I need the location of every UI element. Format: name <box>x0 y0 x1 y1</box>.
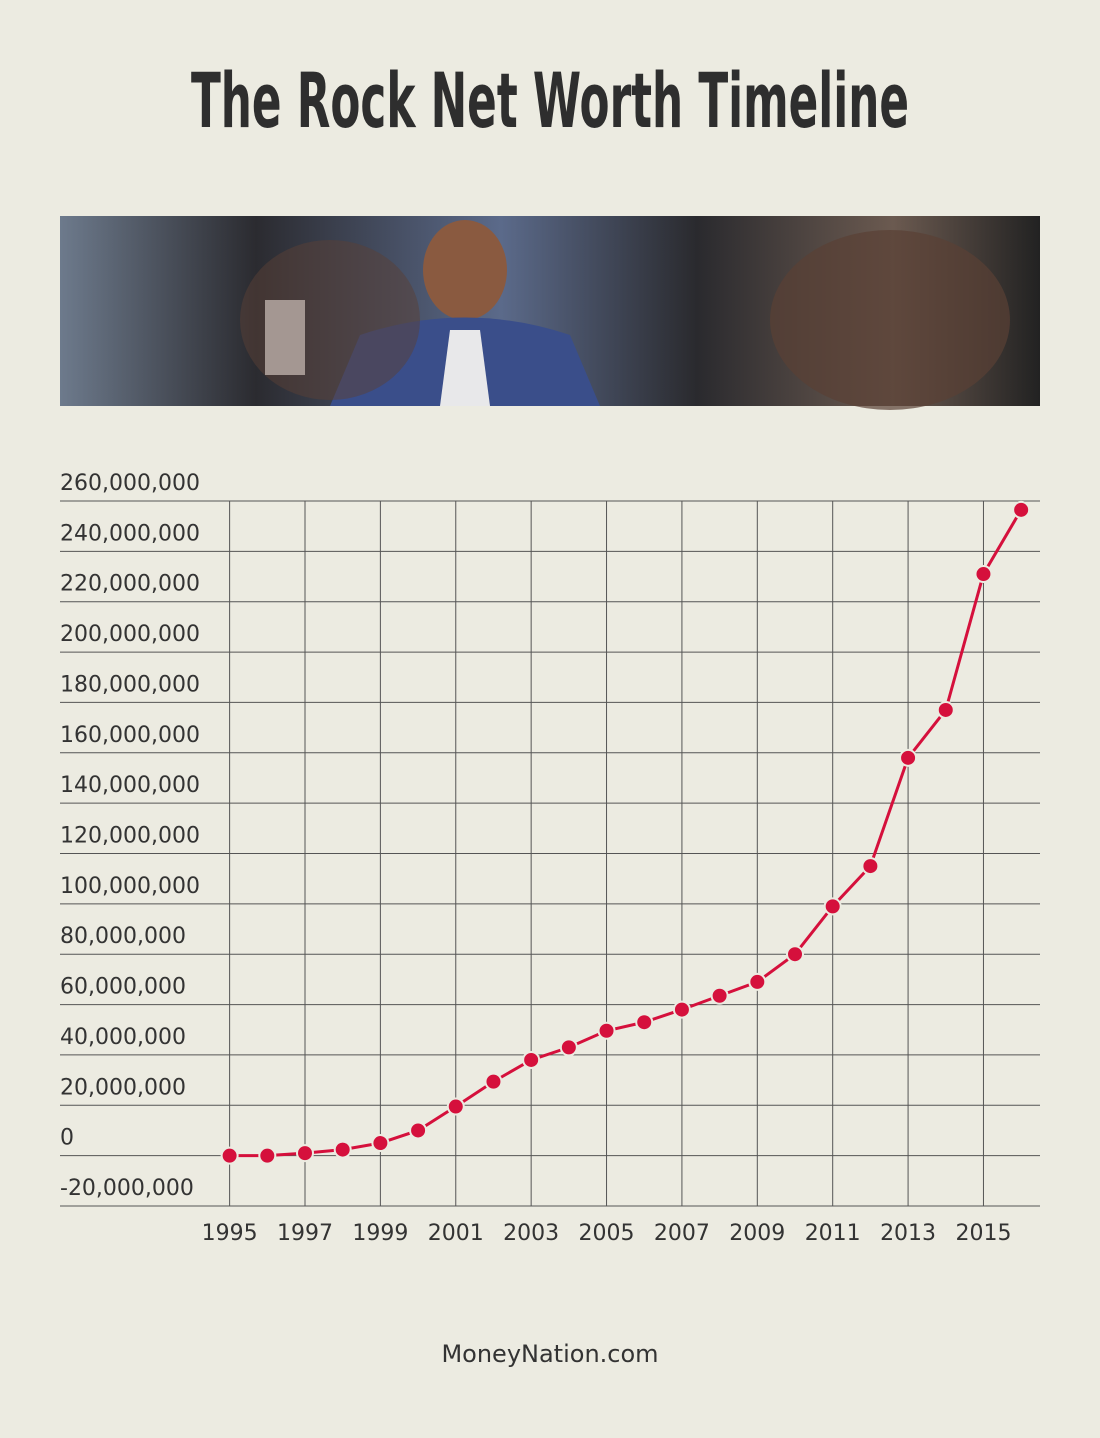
data-point <box>371 1134 390 1153</box>
data-point <box>484 1072 503 1091</box>
y-tick-label: 260,000,000 <box>60 471 200 496</box>
data-point <box>861 857 880 876</box>
chart-title: The Rock Net Worth Timeline <box>191 56 909 145</box>
x-tick-label: 2007 <box>654 1221 710 1246</box>
plot-area: -20,000,000 0 20,000,000 40,000,000 60,000,0… <box>60 471 1040 1246</box>
y-tick-label: 220,000,000 <box>60 572 200 597</box>
data-point <box>786 945 804 964</box>
data-point <box>559 1038 578 1057</box>
data-point <box>258 1146 277 1165</box>
x-tick-label: 1995 <box>202 1221 258 1246</box>
footer-source: MoneyNation.com <box>441 1340 658 1368</box>
y-tick-label: 0 <box>60 1126 74 1151</box>
y-tick-label: 40,000,000 <box>60 1025 186 1050</box>
data-point <box>748 972 767 991</box>
data-point <box>672 1000 691 1019</box>
y-tick-label: 160,000,000 <box>60 723 200 748</box>
data-line <box>229 509 1023 1158</box>
data-point <box>899 748 918 767</box>
y-tick-label: 80,000,000 <box>60 924 186 949</box>
y-tick-label: 240,000,000 <box>60 521 200 546</box>
data-point <box>823 897 842 916</box>
data-point <box>333 1140 352 1159</box>
x-tick-label: 2003 <box>503 1221 559 1246</box>
x-tick-label: 2009 <box>729 1221 785 1246</box>
data-point <box>597 1021 616 1040</box>
data-point <box>936 700 955 719</box>
data-point <box>710 986 729 1005</box>
data-point <box>446 1097 465 1116</box>
y-tick-label: 200,000,000 <box>60 622 200 647</box>
data-point <box>522 1050 541 1069</box>
y-tick-label: 100,000,000 <box>60 874 200 899</box>
banner-photo <box>60 216 1040 410</box>
x-tick-label: 2013 <box>880 1221 936 1246</box>
y-tick-label: 140,000,000 <box>60 773 200 798</box>
y-tick-label: 180,000,000 <box>60 672 200 697</box>
x-tick-label: 2011 <box>805 1221 861 1246</box>
data-point <box>296 1144 314 1163</box>
data-point <box>220 1146 239 1165</box>
data-point <box>635 1013 654 1032</box>
x-tick-label: 1997 <box>277 1221 333 1246</box>
y-tick-label: -20,000,000 <box>60 1176 194 1201</box>
data-point <box>974 565 993 584</box>
x-tick-label: 1999 <box>352 1221 408 1246</box>
y-tick-label: 20,000,000 <box>60 1075 186 1100</box>
data-point <box>1012 500 1031 519</box>
x-tick-label: 2001 <box>428 1221 484 1246</box>
y-tick-label: 120,000,000 <box>60 824 200 849</box>
x-tick-label: 2015 <box>955 1221 1011 1246</box>
x-tick-label: 2005 <box>579 1221 635 1246</box>
data-point <box>409 1121 428 1140</box>
y-tick-label: 60,000,000 <box>60 975 186 1000</box>
